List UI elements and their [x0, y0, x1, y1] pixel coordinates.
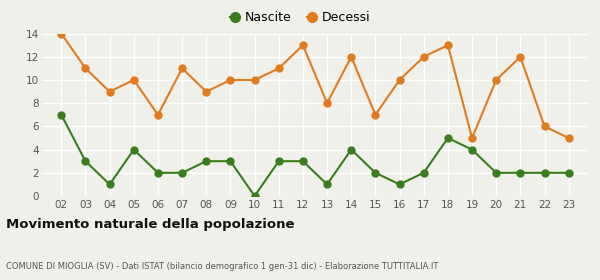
Decessi [541, 125, 548, 128]
Decessi [444, 43, 451, 47]
Nascite [130, 148, 137, 151]
Decessi [517, 55, 524, 59]
Decessi [323, 102, 331, 105]
Nascite [106, 183, 113, 186]
Decessi [420, 55, 427, 59]
Nascite [396, 183, 403, 186]
Nascite [541, 171, 548, 174]
Decessi [469, 136, 476, 140]
Nascite [517, 171, 524, 174]
Nascite [347, 148, 355, 151]
Nascite [227, 160, 234, 163]
Decessi [275, 67, 283, 70]
Nascite [565, 171, 572, 174]
Nascite [203, 160, 210, 163]
Nascite [444, 136, 451, 140]
Nascite [275, 160, 283, 163]
Nascite [58, 113, 65, 116]
Nascite [372, 171, 379, 174]
Decessi [347, 55, 355, 59]
Legend: Nascite, Decessi: Nascite, Decessi [225, 6, 375, 29]
Decessi [179, 67, 186, 70]
Nascite [154, 171, 161, 174]
Nascite [493, 171, 500, 174]
Nascite [323, 183, 331, 186]
Decessi [58, 32, 65, 35]
Decessi [227, 78, 234, 82]
Decessi [130, 78, 137, 82]
Decessi [299, 43, 307, 47]
Decessi [565, 136, 572, 140]
Decessi [203, 90, 210, 93]
Decessi [493, 78, 500, 82]
Nascite [251, 194, 258, 198]
Text: Movimento naturale della popolazione: Movimento naturale della popolazione [6, 218, 295, 231]
Nascite [469, 148, 476, 151]
Decessi [251, 78, 258, 82]
Nascite [82, 160, 89, 163]
Line: Decessi: Decessi [58, 30, 572, 141]
Nascite [179, 171, 186, 174]
Text: COMUNE DI MIOGLIA (SV) - Dati ISTAT (bilancio demografico 1 gen-31 dic) - Elabor: COMUNE DI MIOGLIA (SV) - Dati ISTAT (bil… [6, 262, 439, 271]
Decessi [82, 67, 89, 70]
Nascite [420, 171, 427, 174]
Decessi [372, 113, 379, 116]
Decessi [396, 78, 403, 82]
Nascite [299, 160, 307, 163]
Decessi [106, 90, 113, 93]
Decessi [154, 113, 161, 116]
Line: Nascite: Nascite [58, 111, 572, 199]
